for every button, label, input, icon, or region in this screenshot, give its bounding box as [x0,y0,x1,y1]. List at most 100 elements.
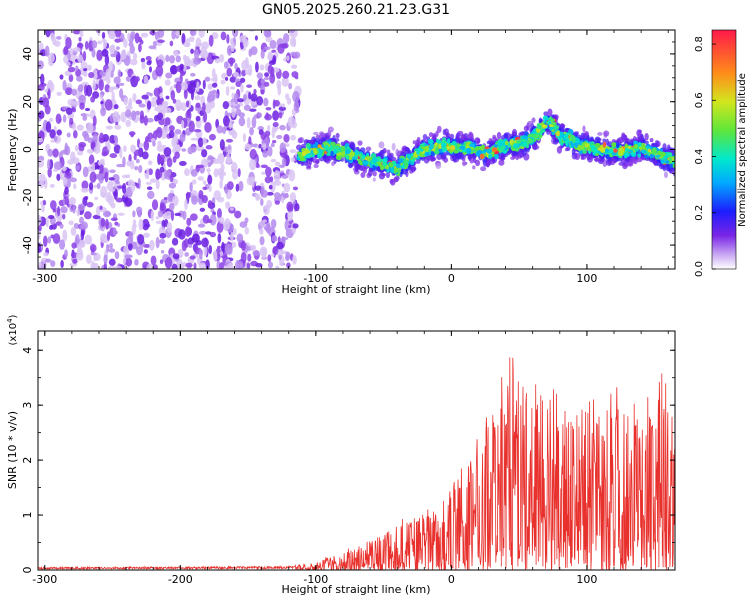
noise-blob [127,32,131,41]
noise-blob [173,50,179,57]
signal-cell [395,163,401,169]
noise-blob [160,249,165,254]
noise-blob [120,50,127,61]
noise-blob [260,189,268,198]
noise-blob [266,191,274,196]
noise-blob [248,91,252,100]
signal-halo [386,149,391,156]
noise-blob [274,161,281,167]
signal-halo [313,131,319,136]
noise-blob [276,241,284,250]
noise-blob [159,154,166,164]
signal-cell [382,161,388,167]
signal-cell [548,126,555,130]
noise-blob [107,144,111,151]
noise-blob [234,210,242,219]
signal-cell [556,130,560,137]
snr-x-tick-label: -300 [32,573,57,586]
signal-halo [372,177,376,182]
signal-halo [472,152,477,160]
noise-blob [77,84,84,93]
noise-blob [104,99,113,111]
noise-blob [103,38,108,49]
spectrogram-cells [38,30,675,269]
noise-blob [76,75,83,82]
noise-blob [117,69,122,78]
noise-blob [149,100,157,108]
noise-blob [207,178,212,182]
noise-blob [190,169,198,177]
noise-blob [123,97,128,106]
noise-blob [69,47,74,56]
signal-cell [586,146,592,151]
noise-blob [101,107,106,112]
noise-blob [182,64,187,72]
noise-blob [279,142,286,154]
signal-halo [312,158,319,164]
noise-blob [72,205,76,214]
noise-blob [209,100,216,109]
noise-blob [278,106,287,112]
noise-blob [77,242,82,252]
noise-blob [242,132,246,143]
noise-blob [157,112,164,120]
signal-cell [647,148,652,153]
signal-halo [452,155,457,161]
noise-blob [78,37,82,42]
noise-blob [49,129,56,139]
noise-blob [191,195,198,205]
noise-blob [260,49,265,59]
noise-blob [201,41,210,50]
signal-cell [611,152,617,156]
noise-blob [52,207,57,213]
noise-blob [55,36,62,40]
noise-blob [182,54,187,61]
noise-blob [225,156,233,164]
noise-blob [159,92,163,99]
signal-cell [574,137,580,144]
noise-blob [275,112,279,120]
noise-blob [103,254,108,265]
noise-blob [61,165,67,172]
noise-blob [65,37,72,49]
noise-blob [221,241,225,254]
signal-cell [354,149,359,156]
noise-blob [107,265,116,269]
noise-blob [278,112,283,119]
noise-blob [274,200,280,205]
snr-multiplier-close: ) [8,314,19,318]
noise-blob [268,185,273,190]
noise-blob [38,243,42,253]
noise-blob [267,261,274,269]
signal-halo [360,172,366,178]
signal-cell [297,151,302,155]
signal-halo [410,166,417,171]
signal-cell [528,138,534,144]
noise-blob [135,158,140,164]
signal-cell [627,149,634,153]
spectrogram-x-tick-label: -200 [168,272,193,285]
noise-blob [206,52,215,65]
signal-cell [406,154,412,159]
noise-blob [130,132,134,138]
signal-cell [371,157,378,164]
noise-blob [50,234,55,239]
noise-blob [83,67,88,72]
snr-x-tick-label: 100 [576,573,597,586]
signal-halo [315,134,320,139]
noise-blob [121,194,129,203]
noise-blob [267,51,273,61]
noise-blob [189,255,196,260]
noise-blob [260,89,265,95]
noise-blob [86,64,92,71]
signal-halo [379,149,385,158]
signal-cell [317,144,322,148]
noise-blob [113,188,118,200]
noise-blob [255,195,260,201]
noise-blob [72,122,77,132]
noise-blob [164,169,168,180]
noise-blob [105,218,109,230]
noise-blob [198,30,205,38]
signal-halo [523,125,529,132]
noise-blob [164,79,171,86]
